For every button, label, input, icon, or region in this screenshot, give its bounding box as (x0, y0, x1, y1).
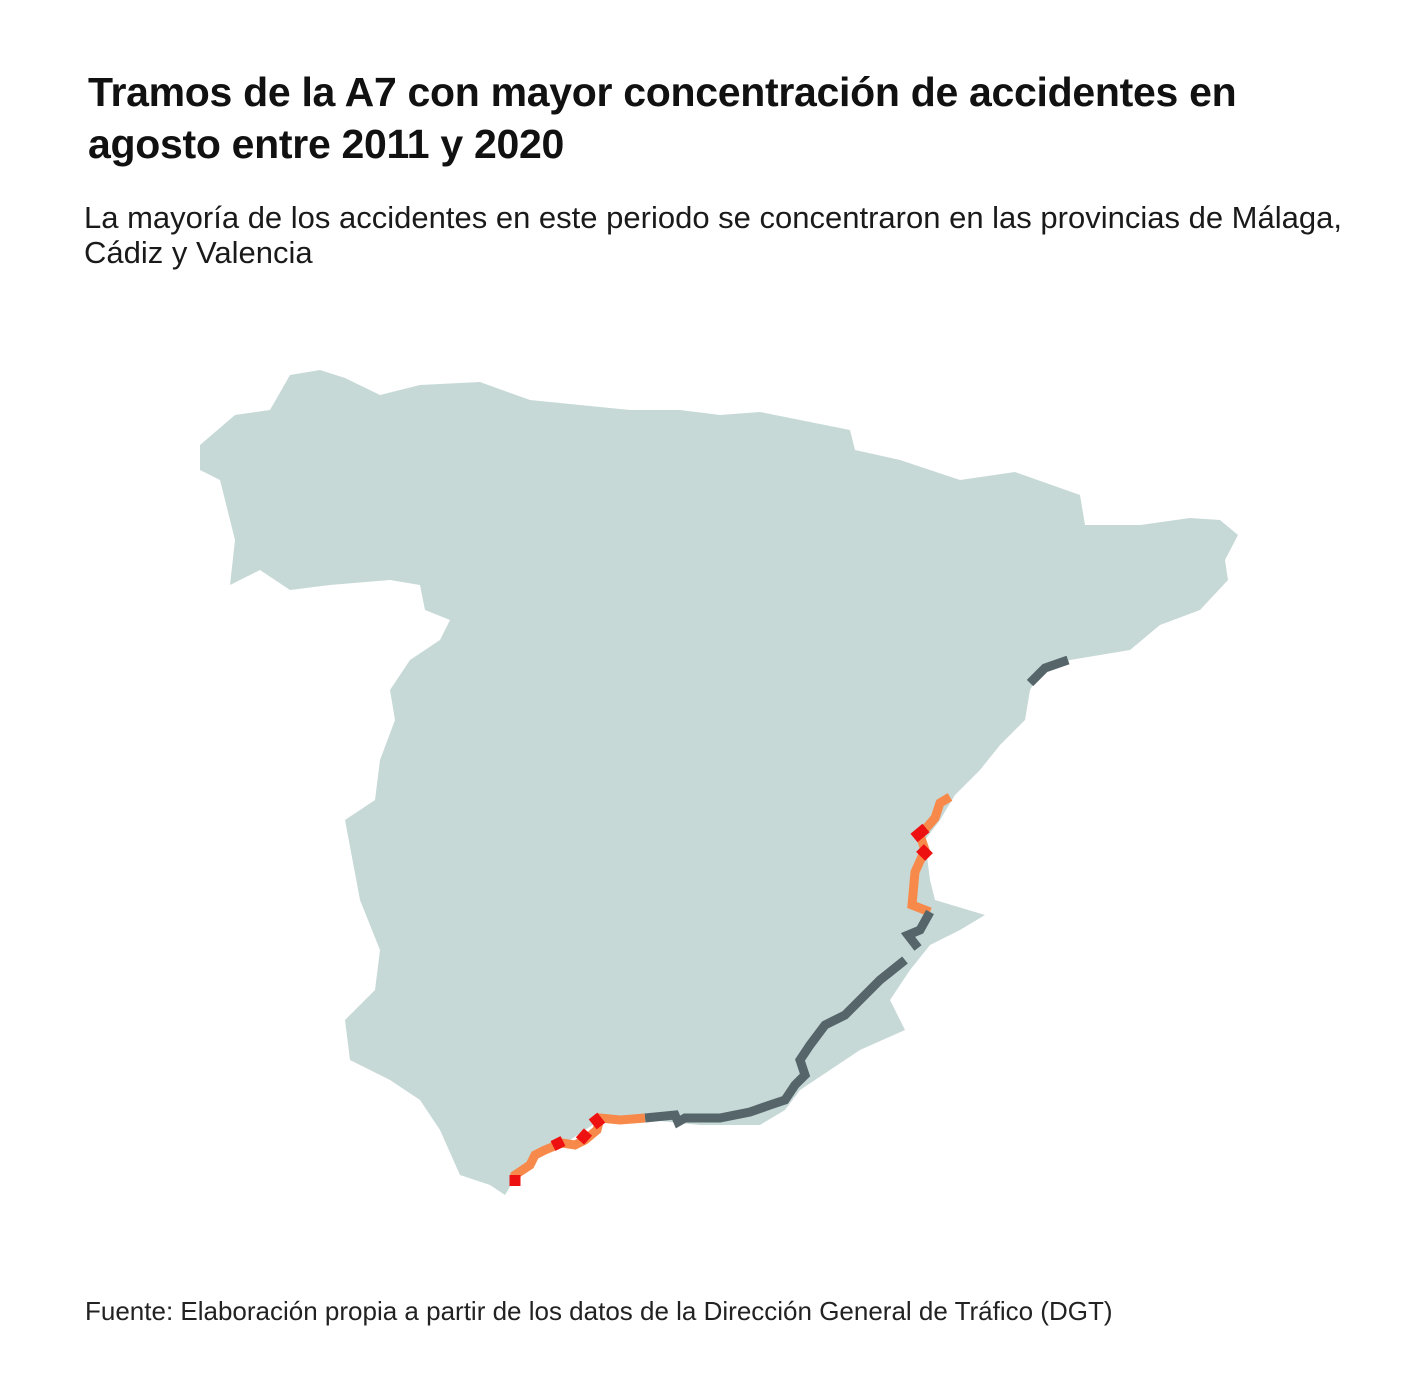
map-subtitle: La mayoría de los accidentes en este per… (84, 200, 1342, 270)
route-segment-high (916, 844, 933, 861)
map-title: Tramos de la A7 con mayor concentración … (88, 69, 1237, 167)
route-segment-medium (510, 1113, 646, 1185)
route-segment-high (910, 823, 930, 843)
source-note: Fuente: Elaboración propia a partir de l… (85, 1296, 1113, 1326)
route-segment-high (588, 1112, 606, 1130)
a7-route (509, 655, 1070, 1186)
route-segment-low (1026, 655, 1070, 687)
spain-landmass (200, 370, 1238, 1195)
route-segment-low (644, 956, 908, 1129)
route-segment-low (900, 909, 934, 951)
route-segment-medium (907, 793, 953, 917)
route-segment-high (550, 1136, 566, 1151)
route-segment-high (575, 1128, 593, 1145)
